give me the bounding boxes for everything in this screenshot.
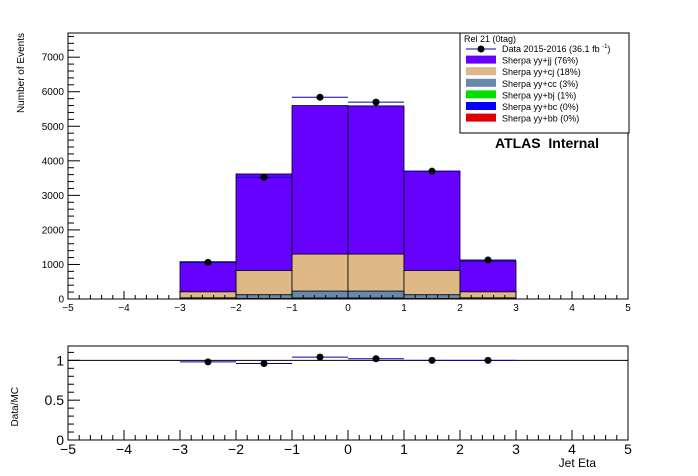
data-point [204, 258, 212, 266]
y-tick-label: 1000 [42, 260, 65, 271]
ratio-point [428, 356, 436, 364]
data-point [260, 173, 268, 181]
data-point [428, 167, 436, 175]
legend-swatch [466, 67, 496, 76]
x-tick-label: 3 [513, 303, 519, 314]
bar-segment [235, 173, 293, 271]
x-tick-label: −4 [118, 303, 130, 314]
legend-entries: Data 2015-2016 (36.1 fb -1) Sherpa yy+jj … [466, 44, 610, 124]
legend-data-marker [477, 45, 485, 53]
y-tick-label: 5000 [42, 122, 65, 133]
x-tick-label: 5 [625, 303, 631, 314]
bar-segment [179, 291, 237, 299]
ratio-x-tick-label: 2 [456, 441, 464, 457]
legend-label: Sherpa yy+cc (3%) [502, 79, 578, 89]
legend-swatch [466, 90, 496, 99]
data-points [180, 93, 516, 266]
data-point [316, 93, 324, 101]
ratio-point [372, 355, 380, 363]
bar-segment [403, 270, 461, 296]
ratio-point [260, 360, 268, 368]
legend-label: Sherpa yy+cj (18%) [502, 67, 581, 77]
y-tick-label: 6000 [42, 87, 65, 98]
ratio-x-tick-label: −5 [60, 441, 76, 457]
bar-segment [291, 290, 349, 299]
legend-label: Sherpa yy+jj (76%) [502, 56, 578, 66]
y-tick-label: 7000 [42, 53, 65, 64]
x-tick-label: −5 [62, 303, 74, 314]
y-tick-label: 4000 [42, 156, 65, 167]
ratio-x-tick-label: −2 [228, 441, 244, 457]
data-point [484, 256, 492, 264]
ratio-point [484, 356, 492, 364]
x-tick-label: −3 [174, 303, 186, 314]
bar-segment [291, 105, 349, 255]
legend: Rel 21 (0tag) Data 2015-2016 (36.1 fb -1… [459, 32, 630, 134]
bar-segment [459, 260, 517, 293]
y-tick-label: 2000 [42, 225, 65, 236]
ratio-x-tick-label: 3 [512, 441, 520, 457]
bar-segment [403, 170, 461, 271]
ratio-y-tick-label: 1 [56, 352, 64, 368]
ratio-x-tick-label: 5 [624, 441, 632, 457]
ratio-x-tick-label: 4 [568, 441, 576, 457]
x-tick-label: 0 [345, 303, 351, 314]
legend-swatch [466, 55, 496, 64]
main-y-axis-label: Number of Events [16, 33, 27, 113]
legend-label: Sherpa yy+bj (1%) [502, 90, 576, 100]
y-tick-label: 3000 [42, 191, 65, 202]
ratio-y-axis-label: Data/MC [10, 387, 21, 426]
ratio-points [180, 353, 516, 368]
x-tick-label: −2 [230, 303, 242, 314]
stacked-histogram [179, 105, 517, 300]
x-tick-label: 4 [569, 303, 575, 314]
bar-segment [235, 294, 293, 299]
ratio-x-tick-label: 0 [344, 441, 352, 457]
main-plot: 0 1000 2000 3000 4000 5000 6000 7000 −5 −4 −3 −2 −1 0… [16, 32, 631, 314]
ratio-plot: 0 0.5 1 −5 −4 −3 −2 −1 0 1 2 3 4 5 Data/MC Jet Eta [10, 345, 632, 470]
ratio-point [204, 358, 212, 366]
ratio-y-tick-label: 0 [56, 432, 64, 448]
legend-header: Rel 21 (0tag) [464, 34, 516, 44]
bar-segment [347, 253, 405, 292]
legend-label: Sherpa yy+bc (0%) [502, 102, 579, 112]
bar-segment [347, 290, 405, 299]
x-axis-label: Jet Eta [559, 456, 597, 470]
x-tick-label: −1 [286, 303, 298, 314]
ratio-point [316, 353, 324, 361]
ratio-x-tick-label: −3 [172, 441, 188, 457]
y-tick-label: 0 [58, 295, 64, 306]
ratio-x-tick-label: −1 [284, 441, 300, 457]
ratio-x-tick-label: −4 [116, 441, 132, 457]
legend-swatch [466, 78, 496, 87]
legend-label: Sherpa yy+bb (0%) [502, 114, 579, 124]
bar-segment [179, 261, 237, 293]
bar-segment [459, 291, 517, 299]
ratio-y-tick-label: 0.5 [45, 392, 65, 408]
x-tick-label: 1 [401, 303, 407, 314]
ratio-x-tick-label: 1 [400, 441, 408, 457]
bar-segment [235, 270, 293, 296]
bar-segment [347, 105, 405, 255]
data-point [372, 98, 380, 106]
x-tick-label: 2 [457, 303, 463, 314]
legend-data-label: Data 2015-2016 (36.1 fb -1) [502, 44, 610, 54]
main-axes: 0 1000 2000 3000 4000 5000 6000 7000 −5 −4 −3 −2 −1 0… [42, 35, 631, 314]
bar-segment [403, 294, 461, 299]
legend-swatch [466, 113, 496, 122]
ratio-axes: 0 0.5 1 −5 −4 −3 −2 −1 0 1 2 3 4 5 [45, 351, 632, 457]
atlas-label: ATLAS Internal [495, 135, 599, 151]
bar-segment [291, 253, 349, 292]
legend-swatch [466, 102, 496, 110]
